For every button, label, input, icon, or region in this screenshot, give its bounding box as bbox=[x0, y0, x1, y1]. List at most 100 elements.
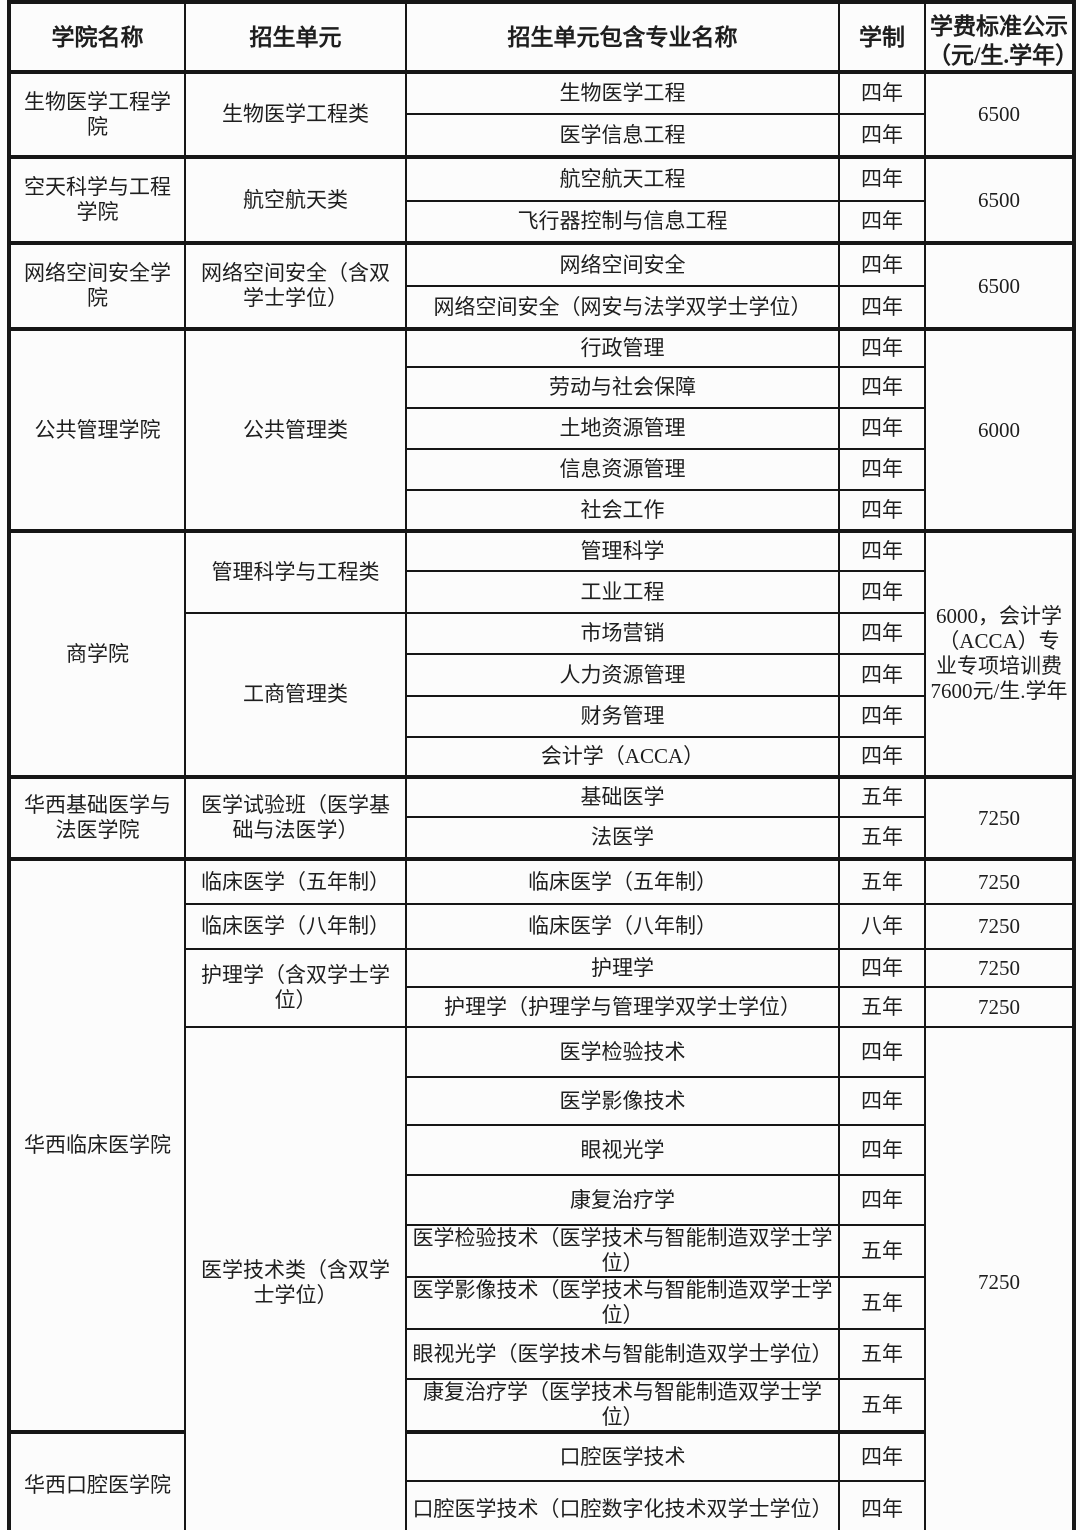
duration-cell: 四年 bbox=[838, 653, 926, 697]
duration-cell: 四年 bbox=[838, 285, 926, 330]
major-cell: 医学影像技术 bbox=[405, 1076, 840, 1126]
fee-cell: 7250 bbox=[924, 986, 1075, 1028]
duration-cell: 五年 bbox=[838, 1378, 926, 1433]
fee-cell: 7250 bbox=[924, 1026, 1075, 1530]
major-cell: 护理学（护理学与管理学双学士学位） bbox=[405, 986, 840, 1028]
college-cell: 公共管理学院 bbox=[8, 327, 186, 532]
header-duration: 学制 bbox=[838, 1, 926, 73]
duration-cell: 四年 bbox=[838, 70, 926, 115]
table-row: 信息资源管理 四年 bbox=[9, 448, 1074, 491]
major-cell: 社会工作 bbox=[405, 489, 840, 532]
header-fee-text: 学费标准公示（元/生.学年） bbox=[928, 14, 1070, 68]
duration-cell: 四年 bbox=[838, 570, 926, 614]
college-cell: 生物医学工程学院 bbox=[8, 70, 186, 158]
major-cell: 人力资源管理 bbox=[405, 653, 840, 697]
major-cell: 康复治疗学（医学技术与智能制造双学士学位） bbox=[405, 1378, 840, 1433]
major-cell: 眼视光学 bbox=[405, 1124, 840, 1176]
table-row: 医学影像技术 四年 bbox=[9, 1076, 1074, 1126]
major-cell: 网络空间安全 bbox=[405, 241, 840, 287]
duration-cell: 四年 bbox=[838, 1480, 926, 1530]
table-row: 法医学 五年 bbox=[9, 816, 1074, 860]
table-row: 华西口腔医学院 口腔医学技术 四年 bbox=[8, 1430, 1074, 1530]
table-row: 社会工作 四年 bbox=[9, 489, 1074, 532]
table-row: 财务管理 四年 bbox=[9, 695, 1074, 738]
duration-cell: 四年 bbox=[838, 1124, 926, 1176]
fee-cell: 7250 bbox=[924, 903, 1075, 950]
fee-cell: 7250 bbox=[924, 948, 1075, 988]
major-cell: 会计学（ACCA） bbox=[405, 736, 840, 778]
college-cell: 华西基础医学与法医学院 bbox=[8, 775, 186, 860]
college-cell: 商学院 bbox=[8, 529, 186, 778]
major-cell: 医学检验技术 bbox=[405, 1026, 840, 1078]
table-row: 医学信息工程 四年 bbox=[9, 113, 1074, 158]
fee-cell: 6000 bbox=[924, 327, 1075, 532]
major-cell: 劳动与社会保障 bbox=[405, 366, 840, 409]
fee-cell: 7250 bbox=[924, 857, 1075, 905]
table-row: 临床医学（八年制） 临床医学（八年制） 八年 7250 bbox=[9, 903, 1075, 950]
major-cell: 医学信息工程 bbox=[405, 113, 840, 158]
major-cell: 护理学 bbox=[405, 948, 840, 988]
table-row: 华西基础医学与法医学院 医学试验班（医学基础与法医学） 基础医学 五年 7250 bbox=[8, 775, 1075, 860]
major-cell: 临床医学（五年制） bbox=[405, 857, 840, 905]
table-row: 康复治疗学 四年 bbox=[9, 1174, 1074, 1226]
major-cell: 基础医学 bbox=[405, 775, 840, 818]
header-row: 学院名称 招生单元 招生单元包含专业名称 学制 学费标准公示（元/生.学年） bbox=[8, 1, 1075, 73]
major-cell: 信息资源管理 bbox=[405, 448, 840, 491]
duration-cell: 五年 bbox=[838, 986, 926, 1028]
duration-cell: 四年 bbox=[838, 1026, 926, 1078]
major-cell: 口腔医学技术 bbox=[405, 1430, 840, 1482]
table-row: 眼视光学 四年 bbox=[9, 1124, 1074, 1176]
major-cell: 网络空间安全（网安与法学双学士学位） bbox=[405, 285, 840, 330]
major-cell: 飞行器控制与信息工程 bbox=[405, 200, 840, 244]
table-row: 医学影像技术（医学技术与智能制造双学士学位） 五年 bbox=[9, 1276, 1074, 1330]
table-row: 空天科学与工程学院 航空航天类 航空航天工程 四年 6500 bbox=[8, 155, 1075, 244]
table-row: 会计学（ACCA） 四年 bbox=[9, 736, 1074, 778]
college-cell: 华西口腔医学院 bbox=[8, 1430, 186, 1530]
duration-cell: 五年 bbox=[838, 857, 926, 905]
duration-cell: 五年 bbox=[838, 775, 926, 818]
duration-cell: 四年 bbox=[838, 1076, 926, 1126]
major-cell: 法医学 bbox=[405, 816, 840, 860]
college-cell: 华西临床医学院 bbox=[8, 857, 186, 1433]
table-row: 工商管理类 市场营销 四年 bbox=[9, 612, 1074, 778]
fee-cell: 6500 bbox=[924, 70, 1075, 158]
duration-cell: 五年 bbox=[838, 816, 926, 860]
unit-cell: 航空航天类 bbox=[184, 155, 407, 244]
duration-cell: 四年 bbox=[838, 407, 926, 450]
duration-cell: 四年 bbox=[838, 489, 926, 532]
major-cell: 土地资源管理 bbox=[405, 407, 840, 450]
table-row: 网络空间安全（网安与法学双学士学位） 四年 bbox=[9, 285, 1074, 330]
major-cell: 眼视光学（医学技术与智能制造双学士学位） bbox=[405, 1328, 840, 1380]
table-row: 口腔医学技术（口腔数字化技术双学士学位） 四年 bbox=[9, 1480, 1074, 1530]
unit-cell: 网络空间安全（含双学士学位） bbox=[184, 241, 407, 330]
header-college: 学院名称 bbox=[8, 1, 186, 73]
major-cell: 工业工程 bbox=[405, 570, 840, 614]
unit-cell: 医学技术类（含双学士学位） bbox=[184, 1026, 407, 1530]
header-majors: 招生单元包含专业名称 bbox=[405, 1, 840, 73]
duration-cell: 四年 bbox=[838, 200, 926, 244]
duration-cell: 四年 bbox=[838, 529, 926, 572]
duration-cell: 四年 bbox=[838, 241, 926, 287]
major-cell: 生物医学工程 bbox=[405, 70, 840, 115]
table-row: 医学检验技术（医学技术与智能制造双学士学位） 五年 bbox=[9, 1224, 1074, 1278]
table-row: 商学院 管理科学与工程类 管理科学 四年 6000，会计学（ACCA）专业专项培… bbox=[8, 529, 1075, 778]
duration-cell: 五年 bbox=[838, 1224, 926, 1278]
major-cell: 行政管理 bbox=[405, 327, 840, 368]
table-row: 护理学（含双学士学位） 护理学 四年 7250 bbox=[9, 948, 1075, 1028]
duration-cell: 四年 bbox=[838, 448, 926, 491]
unit-cell: 临床医学（五年制） bbox=[184, 857, 407, 905]
fee-cell: 7250 bbox=[924, 775, 1075, 860]
unit-cell: 医学试验班（医学基础与法医学） bbox=[184, 775, 407, 860]
duration-cell: 四年 bbox=[838, 327, 926, 368]
major-cell: 医学影像技术（医学技术与智能制造双学士学位） bbox=[405, 1276, 840, 1330]
duration-cell: 四年 bbox=[838, 366, 926, 409]
table-row: 眼视光学（医学技术与智能制造双学士学位） 五年 bbox=[9, 1328, 1074, 1380]
header-unit: 招生单元 bbox=[184, 1, 407, 73]
duration-cell: 四年 bbox=[838, 1430, 926, 1482]
duration-cell: 五年 bbox=[838, 1328, 926, 1380]
table-row: 公共管理学院 公共管理类 行政管理 四年 6000 bbox=[8, 327, 1075, 532]
major-cell: 财务管理 bbox=[405, 695, 840, 738]
major-cell: 航空航天工程 bbox=[405, 155, 840, 202]
table-row: 华西临床医学院 临床医学（五年制） 临床医学（五年制） 五年 7250 bbox=[8, 857, 1075, 1433]
major-cell: 康复治疗学 bbox=[405, 1174, 840, 1226]
